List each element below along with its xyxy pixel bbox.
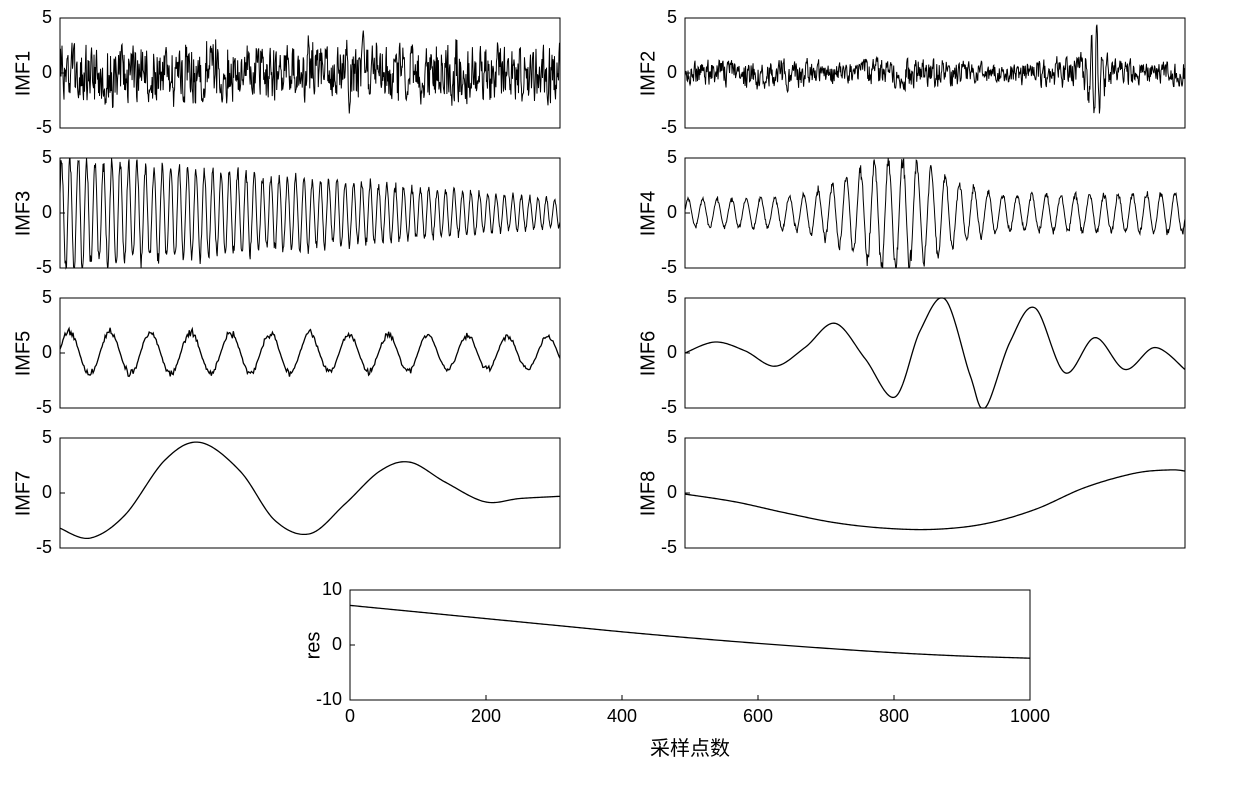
ylabel-imf6: IMF6: [638, 324, 661, 384]
ytick-label: 0: [667, 62, 677, 83]
ytick-label: 0: [667, 202, 677, 223]
ytick-label: 10: [322, 579, 342, 600]
ytick-label: 5: [667, 147, 677, 168]
ylabel-imf5: IMF5: [13, 324, 36, 384]
signal-imf8: [685, 470, 1185, 530]
panel-imf8: [685, 438, 1185, 548]
ytick-label: 5: [667, 287, 677, 308]
ytick-label: 0: [42, 342, 52, 363]
ylabel-imf7: IMF7: [13, 464, 36, 524]
signal-imf5: [60, 328, 560, 377]
xtick-label: 0: [325, 706, 375, 727]
ylabel-imf1: IMF1: [13, 44, 36, 104]
signal-imf4: [685, 158, 1185, 268]
ytick-label: 5: [667, 7, 677, 28]
panel-res: [350, 590, 1030, 700]
ytick-label: 5: [42, 427, 52, 448]
ytick-label: 5: [667, 427, 677, 448]
ytick-label: 0: [332, 634, 342, 655]
panel-imf2: [685, 18, 1185, 128]
axes-imf7: [60, 438, 560, 548]
signal-imf6: [685, 298, 1185, 408]
signal-imf3: [60, 158, 560, 268]
signal-imf1: [60, 31, 560, 114]
axes-imf3: [60, 158, 560, 268]
imf-decomposition-figure: -505IMF1-505IMF2-505IMF3-505IMF4-505IMF5…: [0, 0, 1240, 799]
ytick-label: 0: [42, 202, 52, 223]
xtick-label: 800: [869, 706, 919, 727]
ytick-label: -5: [36, 537, 52, 558]
axes-imf5: [60, 298, 560, 408]
panel-imf3: [60, 158, 560, 268]
ylabel-imf2: IMF2: [638, 44, 661, 104]
ylabel-imf4: IMF4: [638, 184, 661, 244]
panel-imf4: [685, 158, 1185, 268]
xtick-label: 400: [597, 706, 647, 727]
ytick-label: -5: [661, 117, 677, 138]
axes-imf2: [685, 18, 1185, 128]
ytick-label: 0: [42, 62, 52, 83]
panel-imf6: [685, 298, 1185, 408]
xtick-label: 200: [461, 706, 511, 727]
ytick-label: 0: [42, 482, 52, 503]
ytick-label: 5: [42, 147, 52, 168]
panel-imf5: [60, 298, 560, 408]
ytick-label: 5: [42, 7, 52, 28]
xlabel: 采样点数: [630, 732, 750, 761]
signal-imf7: [60, 442, 560, 538]
ytick-label: 0: [667, 342, 677, 363]
ytick-label: 5: [42, 287, 52, 308]
axes-res: [350, 590, 1030, 700]
axes-imf1: [60, 18, 560, 128]
ytick-label: -5: [661, 397, 677, 418]
ytick-label: -5: [661, 537, 677, 558]
ylabel-imf3: IMF3: [13, 184, 36, 244]
ytick-label: 0: [667, 482, 677, 503]
signal-imf2: [685, 25, 1185, 114]
axes-imf4: [685, 158, 1185, 268]
xtick-label: 1000: [1005, 706, 1055, 727]
ytick-label: -5: [36, 397, 52, 418]
ylabel-res: res: [303, 616, 326, 676]
ytick-label: -5: [36, 117, 52, 138]
ytick-label: -5: [661, 257, 677, 278]
panel-imf7: [60, 438, 560, 548]
panel-imf1: [60, 18, 560, 128]
xtick-label: 600: [733, 706, 783, 727]
ylabel-imf8: IMF8: [638, 464, 661, 524]
axes-imf6: [685, 298, 1185, 408]
ytick-label: -5: [36, 257, 52, 278]
axes-imf8: [685, 438, 1185, 548]
signal-res: [350, 605, 1030, 658]
